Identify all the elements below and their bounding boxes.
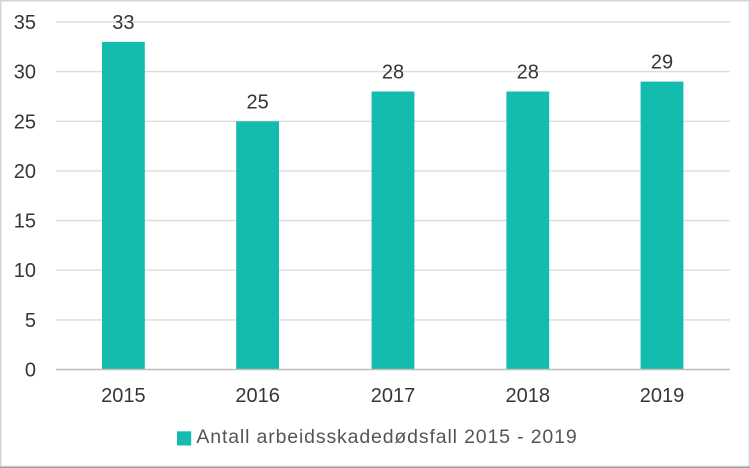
- svg-text:30: 30: [14, 62, 36, 84]
- svg-text:15: 15: [14, 211, 36, 233]
- svg-text:10: 10: [14, 260, 36, 282]
- svg-text:28: 28: [382, 62, 404, 84]
- svg-text:2018: 2018: [506, 385, 551, 407]
- svg-text:20: 20: [14, 161, 36, 183]
- svg-text:5: 5: [25, 310, 36, 332]
- svg-text:35: 35: [14, 12, 36, 34]
- svg-text:0: 0: [25, 360, 36, 382]
- svg-text:28: 28: [517, 62, 539, 84]
- svg-text:25: 25: [246, 91, 268, 113]
- svg-text:25: 25: [14, 111, 36, 133]
- svg-text:2016: 2016: [235, 385, 280, 407]
- svg-text:2015: 2015: [101, 385, 146, 407]
- svg-text:Antall arbeidsskadedødsfall 20: Antall arbeidsskadedødsfall 2015 - 2019: [196, 426, 577, 448]
- svg-text:2017: 2017: [371, 385, 416, 407]
- svg-text:2019: 2019: [640, 385, 685, 407]
- svg-text:29: 29: [651, 52, 673, 74]
- svg-text:33: 33: [112, 12, 134, 34]
